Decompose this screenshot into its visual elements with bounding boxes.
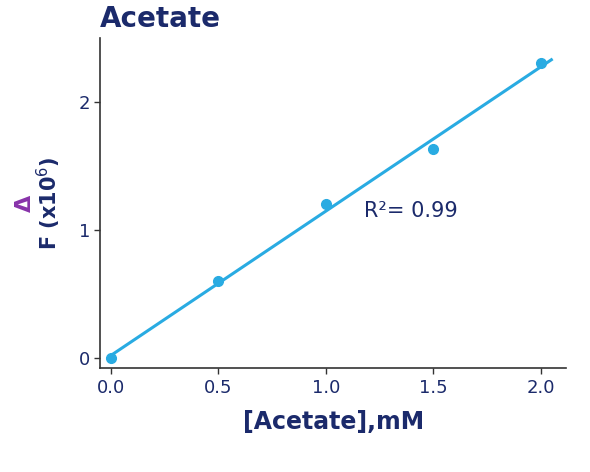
Text: Δ: Δ xyxy=(15,194,35,211)
Point xyxy=(536,59,545,67)
Text: R²= 0.99: R²= 0.99 xyxy=(365,201,458,221)
Text: F (x10$^6$): F (x10$^6$) xyxy=(35,156,63,250)
Point xyxy=(106,354,116,362)
X-axis label: [Acetate],mM: [Acetate],mM xyxy=(243,411,424,434)
Point xyxy=(428,145,438,153)
Point xyxy=(214,278,223,285)
Text: Acetate: Acetate xyxy=(100,5,221,33)
Point xyxy=(321,201,330,208)
